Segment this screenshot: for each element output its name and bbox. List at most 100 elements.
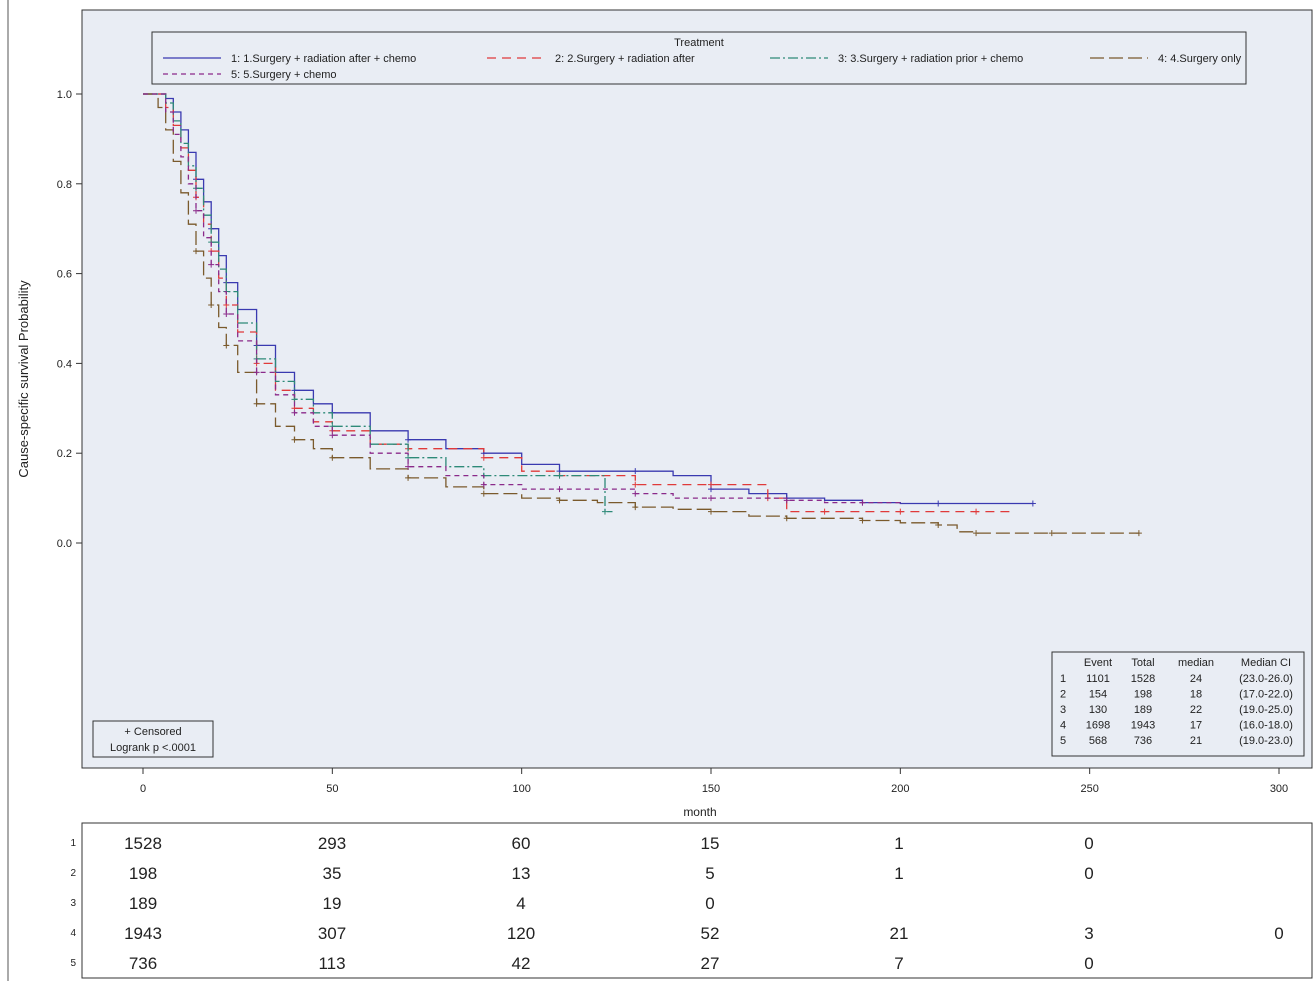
censored-label: + Censored	[124, 726, 181, 738]
y-tick-label: 1.0	[57, 89, 72, 101]
y-tick-label: 0.0	[57, 538, 72, 550]
censor-mark	[405, 436, 412, 443]
summary-cell: (17.0-22.0)	[1239, 689, 1293, 701]
summary-cell: 1698	[1086, 720, 1110, 732]
legend-entry-3: 3: 3.Surgery + radiation prior + chemo	[838, 53, 1023, 65]
summary-cell: 1	[1060, 673, 1066, 685]
at-risk-count: 0	[1084, 864, 1093, 883]
summary-cell: (23.0-26.0)	[1239, 673, 1293, 685]
at-risk-row-label: 4	[70, 928, 76, 939]
x-tick-label: 0	[140, 783, 146, 795]
at-risk-count: 1	[894, 834, 903, 853]
censor-mark	[708, 495, 714, 502]
censor-mark	[632, 468, 639, 475]
censor-mark	[405, 474, 412, 481]
censor-mark	[223, 342, 230, 349]
censor-mark	[1029, 500, 1036, 507]
summary-cell: 189	[1134, 704, 1152, 716]
at-risk-count: 13	[512, 864, 531, 883]
censor-mark	[253, 400, 260, 407]
y-tick-label: 0.8	[57, 179, 72, 191]
censor-mark	[632, 504, 639, 511]
censor-mark	[708, 481, 714, 488]
censor-mark	[253, 369, 260, 376]
at-risk-count: 52	[701, 924, 720, 943]
at-risk-count: 7	[894, 954, 903, 973]
x-axis-label: month	[683, 805, 716, 819]
censor-mark	[859, 499, 866, 506]
at-risk-count: 189	[129, 894, 157, 913]
at-risk-row-label: 5	[70, 958, 76, 969]
censor-mark	[935, 522, 942, 529]
y-tick-label: 0.4	[57, 358, 72, 370]
series-line-4	[143, 93, 1139, 534]
at-risk-count: 42	[512, 954, 531, 973]
at-risk-count: 60	[512, 834, 531, 853]
x-tick-label: 250	[1080, 783, 1098, 795]
summary-header: median	[1178, 657, 1214, 669]
summary-cell: 18	[1190, 689, 1202, 701]
censor-mark	[556, 497, 563, 504]
at-risk-count: 0	[1084, 834, 1093, 853]
summary-cell: 21	[1190, 735, 1202, 747]
censor-mark	[556, 472, 563, 479]
at-risk-count: 27	[701, 954, 720, 973]
at-risk-count: 5	[705, 864, 714, 883]
censor-mark	[329, 432, 336, 439]
censor-mark	[329, 454, 336, 461]
censor-mark	[897, 508, 904, 515]
censor-mark	[193, 207, 200, 214]
summary-table-box	[1051, 651, 1305, 757]
summary-cell: 1528	[1131, 673, 1155, 685]
at-risk-count: 120	[507, 924, 535, 943]
at-risk-count: 4	[516, 894, 525, 913]
at-risk-count: 19	[323, 894, 342, 913]
summary-cell: (16.0-18.0)	[1239, 720, 1293, 732]
censor-mark	[821, 508, 828, 515]
summary-cell: 5	[1060, 735, 1066, 747]
at-risk-count: 3	[1084, 924, 1093, 943]
censor-mark	[708, 508, 714, 515]
at-risk-row-label: 3	[70, 898, 76, 909]
at-risk-count: 0	[705, 894, 714, 913]
summary-cell: 736	[1134, 735, 1152, 747]
summary-cell: 4	[1060, 720, 1066, 732]
censored-box	[92, 720, 214, 758]
summary-cell: 198	[1134, 689, 1152, 701]
at-risk-count: 1943	[124, 924, 162, 943]
at-risk-table	[81, 822, 1313, 979]
censor-mark	[1048, 530, 1055, 537]
summary-header: Median CI	[1241, 657, 1291, 669]
censor-mark	[935, 500, 942, 507]
legend-title: Treatment	[674, 37, 724, 49]
legend-entry-2: 2: 2.Surgery + radiation after	[555, 53, 695, 65]
censor-mark	[601, 508, 608, 515]
at-risk-count: 307	[318, 924, 346, 943]
y-tick-label: 0.2	[57, 448, 72, 460]
censor-mark	[1135, 530, 1142, 537]
censor-mark	[208, 261, 215, 268]
censor-mark	[632, 490, 639, 497]
censor-mark	[480, 481, 487, 488]
at-risk-count: 35	[323, 864, 342, 883]
series-line-5	[143, 93, 901, 504]
x-tick-label: 100	[512, 783, 530, 795]
censor-mark	[973, 508, 980, 515]
censor-mark	[480, 490, 487, 497]
at-risk-count: 113	[318, 954, 345, 973]
x-tick-label: 300	[1270, 783, 1288, 795]
logrank-label: Logrank p <.0001	[110, 742, 196, 754]
censor-mark	[193, 248, 200, 255]
censor-mark	[783, 497, 790, 504]
summary-header: Total	[1131, 657, 1154, 669]
at-risk-count: 15	[701, 834, 720, 853]
censor-mark	[208, 302, 215, 309]
at-risk-count: 21	[890, 924, 909, 943]
summary-header: Event	[1084, 657, 1112, 669]
at-risk-row-label: 1	[70, 838, 76, 849]
at-risk-count: 0	[1084, 954, 1093, 973]
censor-mark	[859, 517, 866, 524]
at-risk-count: 0	[1274, 924, 1283, 943]
